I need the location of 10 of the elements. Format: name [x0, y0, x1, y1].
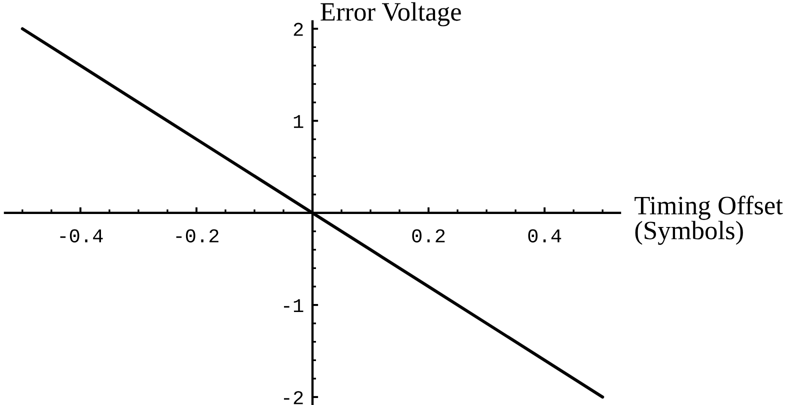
y-tick-label: 1 [294, 115, 304, 128]
x-tick-label: 0.2 [412, 229, 445, 242]
x-tick-label: -0.4 [60, 229, 103, 242]
y-tick-label: -1 [284, 299, 304, 312]
y-tick-label: -2 [284, 391, 303, 404]
x-axis-title: Timing Offset (Symbols) [634, 196, 783, 245]
x-tick-label: -0.2 [176, 229, 218, 242]
y-tick-label: 2 [294, 22, 303, 36]
x-tick-label: 0.4 [528, 229, 562, 242]
y-axis-title: Error Voltage [320, 2, 461, 26]
